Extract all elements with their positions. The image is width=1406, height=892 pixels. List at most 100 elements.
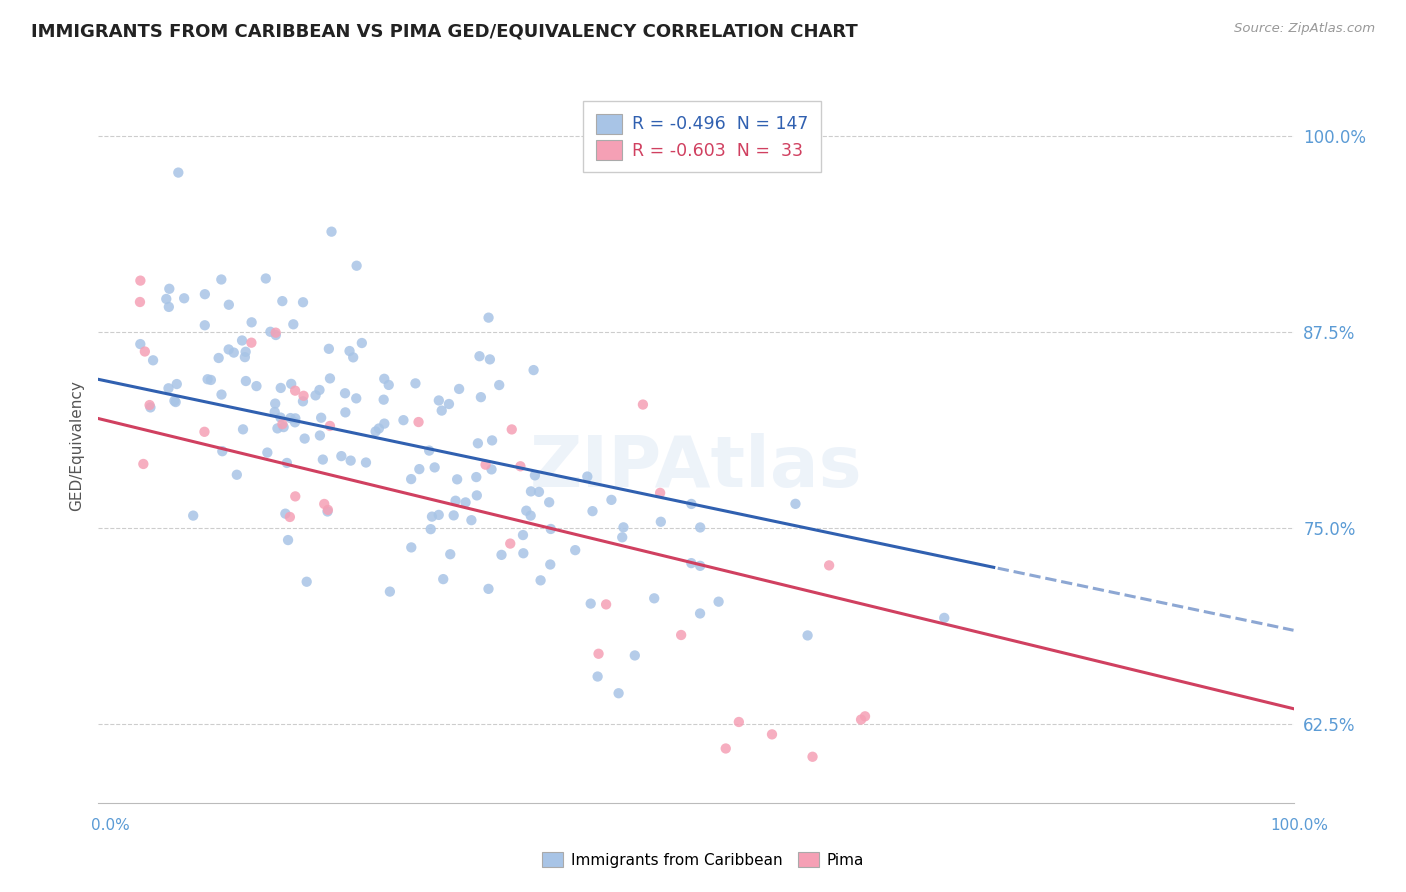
Point <box>157 282 180 296</box>
Point <box>218 343 240 357</box>
Point <box>689 558 711 573</box>
Point <box>818 558 841 573</box>
Point <box>346 259 368 273</box>
Point <box>520 484 543 499</box>
Point <box>283 318 305 332</box>
Point <box>321 225 343 239</box>
Point <box>245 379 267 393</box>
Point <box>165 395 187 409</box>
Point <box>259 325 281 339</box>
Point <box>155 292 177 306</box>
Point <box>669 628 692 642</box>
Point <box>274 507 297 521</box>
Point <box>235 374 257 388</box>
Point <box>208 351 231 365</box>
Point <box>588 647 610 661</box>
Point <box>129 295 152 310</box>
Point <box>408 462 430 476</box>
Point <box>499 536 522 550</box>
Point <box>129 337 152 351</box>
Point <box>600 492 623 507</box>
Point <box>142 353 165 368</box>
Point <box>270 410 292 425</box>
Point <box>284 411 307 425</box>
Point <box>367 421 389 435</box>
Point <box>444 493 467 508</box>
Point <box>418 443 440 458</box>
Point <box>278 510 301 524</box>
Point <box>650 486 672 500</box>
Point <box>689 607 711 621</box>
Point <box>401 541 423 555</box>
Point <box>233 350 256 364</box>
Point <box>437 397 460 411</box>
Point <box>454 495 477 509</box>
Legend: R = -0.496  N = 147, R = -0.603  N =  33: R = -0.496 N = 147, R = -0.603 N = 33 <box>583 102 821 172</box>
Point <box>254 271 277 285</box>
Point <box>538 558 561 572</box>
Point <box>163 393 186 408</box>
Point <box>270 381 292 395</box>
Point <box>318 342 340 356</box>
Point <box>512 546 534 560</box>
Point <box>538 495 561 509</box>
Point <box>271 294 294 309</box>
Point <box>138 398 160 412</box>
Point <box>623 648 645 663</box>
Point <box>339 453 361 467</box>
Point <box>333 386 356 401</box>
Point <box>849 713 872 727</box>
Point <box>292 295 315 310</box>
Point <box>465 488 488 502</box>
Point <box>527 484 550 499</box>
Point <box>308 383 330 397</box>
Point <box>166 377 188 392</box>
Point <box>399 472 422 486</box>
Point <box>432 572 454 586</box>
Point <box>785 497 807 511</box>
Point <box>681 497 703 511</box>
Point <box>316 503 339 517</box>
Point <box>330 449 353 463</box>
Point <box>218 298 240 312</box>
Point <box>194 287 217 301</box>
Point <box>404 376 426 391</box>
Point <box>284 489 307 503</box>
Point <box>420 509 443 524</box>
Point <box>727 714 749 729</box>
Point <box>284 415 307 429</box>
Point <box>373 392 395 407</box>
Point <box>319 371 342 385</box>
Point <box>681 556 703 570</box>
Y-axis label: GED/Equivalency: GED/Equivalency <box>69 381 84 511</box>
Point <box>491 548 513 562</box>
Point <box>197 372 219 386</box>
Point <box>612 530 634 544</box>
Point <box>460 513 482 527</box>
Point <box>157 381 180 395</box>
Point <box>200 373 222 387</box>
Point <box>316 504 339 518</box>
Point <box>344 392 367 406</box>
Point <box>478 352 501 367</box>
Point <box>256 445 278 459</box>
Point <box>294 432 316 446</box>
Point <box>211 387 233 401</box>
Point <box>240 315 263 329</box>
Point <box>449 382 471 396</box>
Point <box>291 394 314 409</box>
Point <box>319 419 342 434</box>
Point <box>540 522 562 536</box>
Point <box>607 686 630 700</box>
Point <box>564 543 586 558</box>
Point <box>579 597 602 611</box>
Point <box>761 727 783 741</box>
Point <box>263 405 285 419</box>
Point <box>225 467 247 482</box>
Point <box>801 749 824 764</box>
Point <box>264 396 287 410</box>
Point <box>477 310 499 325</box>
Point <box>314 497 336 511</box>
Point <box>134 344 156 359</box>
Point <box>309 428 332 442</box>
